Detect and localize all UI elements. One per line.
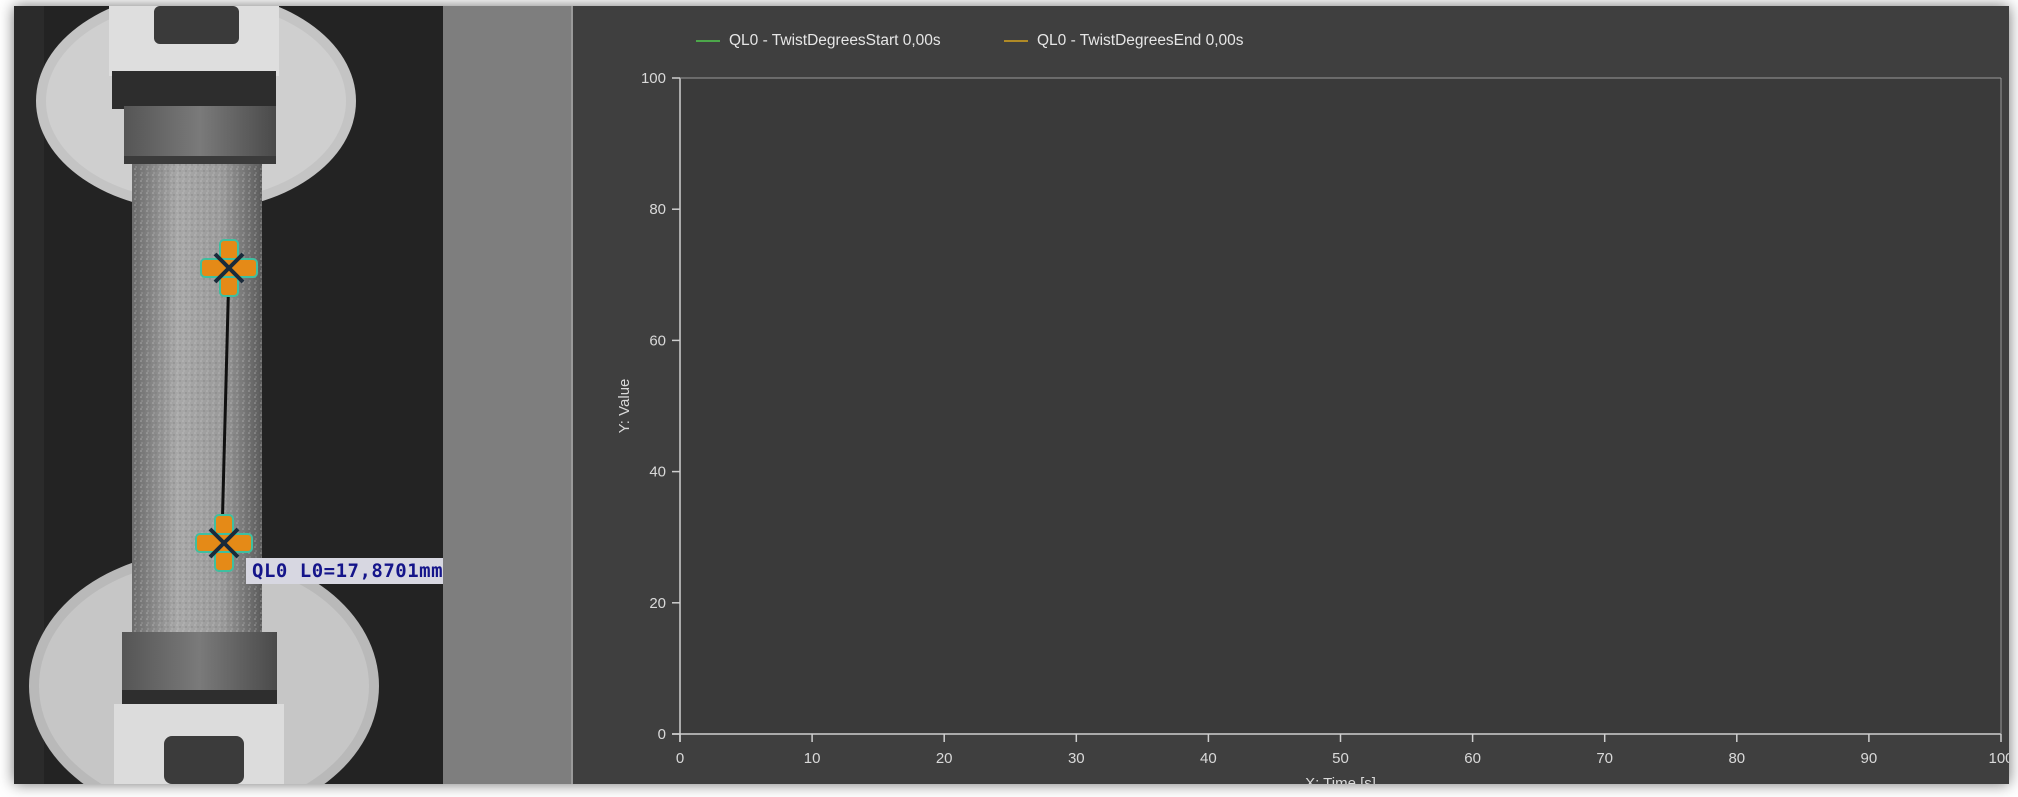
y-axis-ticks: 0 20 40 60 80 100 [641, 70, 680, 743]
x-tick-label: 90 [1861, 750, 1878, 767]
legend-item-end[interactable]: QL0 - TwistDegreesEnd 0,00s [1004, 30, 1244, 52]
x-tick-label: 40 [1200, 750, 1217, 767]
legend-label-start: QL0 - TwistDegreesStart 0,00s [729, 32, 941, 49]
gauge-length-label: QL0 L0=17,8701mm [246, 558, 443, 584]
x-axis-ticks: 0 10 20 30 40 50 60 70 80 90 100 [676, 734, 2009, 767]
camera-view[interactable]: QL0 L0=17,8701mm [14, 6, 443, 784]
y-tick-label: 40 [649, 464, 666, 481]
line-chart[interactable]: 0 20 40 60 80 100 0 10 20 30 40 50 60 70 80 90 100 Y: V… [573, 6, 2009, 784]
y-tick-label: 0 [658, 726, 666, 743]
y-tick-label: 80 [649, 201, 666, 218]
x-tick-label: 70 [1596, 750, 1613, 767]
chart-panel: QL0 - TwistDegreesStart 0,00s QL0 - Twis… [573, 6, 2009, 784]
x-axis-title: X: Time [s] [1305, 775, 1376, 784]
x-tick-label: 0 [676, 750, 684, 767]
panel-splitter[interactable] [443, 6, 571, 784]
legend-label-end: QL0 - TwistDegreesEnd 0,00s [1037, 32, 1244, 49]
application-window: QL0 L0=17,8701mm QL0 - TwistDegreesStart… [14, 6, 2009, 784]
y-tick-label: 60 [649, 332, 666, 349]
x-tick-label: 20 [936, 750, 953, 767]
legend-item-start[interactable]: QL0 - TwistDegreesStart 0,00s [696, 30, 941, 52]
x-tick-label: 60 [1464, 750, 1481, 767]
specimen-image [14, 6, 443, 784]
legend-swatch-start [696, 40, 720, 42]
x-tick-label: 10 [804, 750, 821, 767]
gauge-marker-bottom-icon[interactable] [195, 514, 253, 572]
plot-area[interactable] [680, 78, 2001, 734]
y-tick-label: 100 [641, 70, 666, 87]
splitter-edge [571, 6, 573, 784]
x-tick-label: 30 [1068, 750, 1085, 767]
x-tick-label: 100 [1988, 750, 2009, 767]
gauge-marker-top-icon[interactable] [200, 239, 258, 297]
x-tick-label: 50 [1332, 750, 1349, 767]
x-tick-label: 80 [1728, 750, 1745, 767]
y-tick-label: 20 [649, 595, 666, 612]
legend-swatch-end [1004, 40, 1028, 42]
y-axis-title: Y: Value [616, 379, 633, 434]
